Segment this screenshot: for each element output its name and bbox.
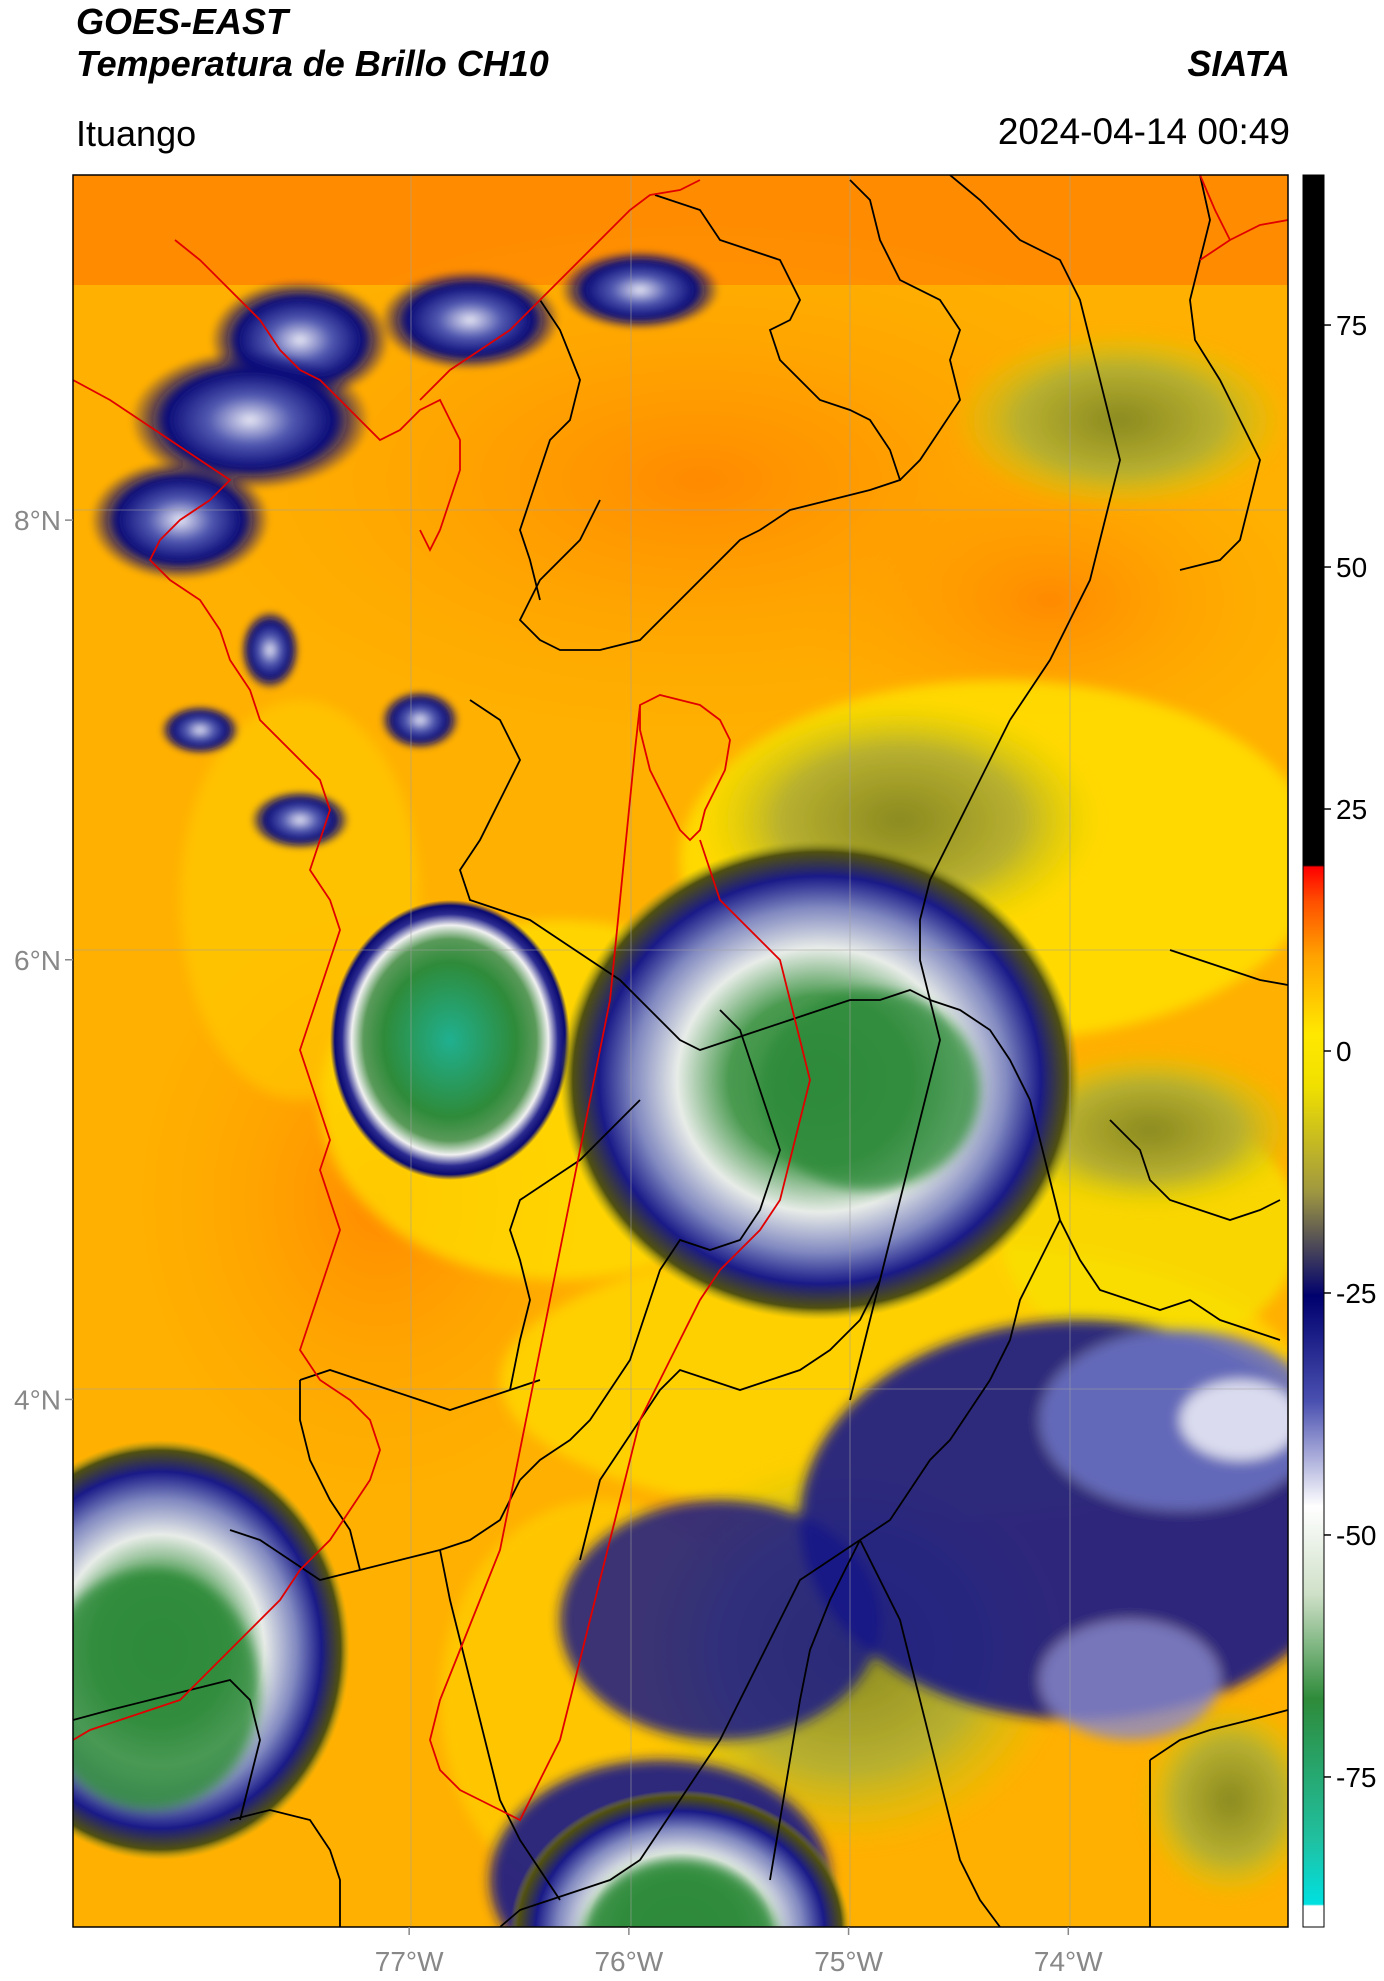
lat-tick-label: 4°N	[14, 1384, 61, 1415]
lon-tick-label: 75°W	[814, 1946, 883, 1977]
lon-tick-label: 76°W	[594, 1946, 663, 1977]
colorbar	[1302, 174, 1325, 1928]
lon-tick-label: 74°W	[1034, 1946, 1103, 1977]
colorbar-tick-label: -50	[1336, 1520, 1376, 1551]
graticule	[73, 175, 1288, 1927]
colorbar-tick-label: -25	[1336, 1278, 1376, 1309]
lon-tick-label: 77°W	[375, 1946, 444, 1977]
colorbar-tick-label: 0	[1336, 1036, 1352, 1067]
lat-tick-label: 6°N	[14, 945, 61, 976]
colorbar-ticks: 75 50 25 0 -25 -50 -75	[1324, 310, 1376, 1793]
latitude-ticks: 8°N 6°N 4°N	[14, 505, 73, 1415]
department-borders	[73, 175, 1288, 1927]
title-line-1: GOES-EAST	[76, 1, 289, 42]
coastline-borders	[73, 175, 1288, 1822]
colorbar-tick-label: 50	[1336, 552, 1367, 583]
longitude-ticks: 77°W 76°W 75°W 74°W	[375, 1927, 1103, 1977]
brand-label: SIATA	[1187, 43, 1290, 84]
map-frame	[72, 174, 1289, 1928]
timestamp-label: 2024-04-14 00:49	[997, 111, 1290, 152]
lat-tick-label: 8°N	[14, 505, 61, 536]
colorbar-tick-label: -75	[1336, 1762, 1376, 1793]
colorbar-tick-label: 75	[1336, 310, 1367, 341]
title-line-2: Temperatura de Brillo CH10	[76, 43, 549, 84]
colorbar-tick-label: 25	[1336, 794, 1367, 825]
region-label: Ituango	[76, 113, 197, 154]
brightness-temperature-field	[73, 175, 1288, 1927]
